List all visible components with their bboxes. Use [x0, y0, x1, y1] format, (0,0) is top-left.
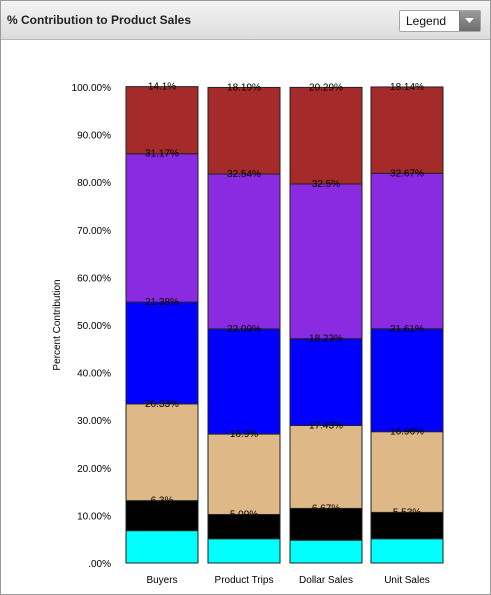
- data-label: 17.43%: [309, 420, 343, 431]
- legend-dropdown-value: Legend: [406, 14, 447, 28]
- data-label: 6.67%: [312, 503, 340, 514]
- y-tick-label: 30.00%: [77, 416, 111, 427]
- data-label: 32.54%: [227, 169, 261, 180]
- y-tick-label: 50.00%: [77, 321, 111, 332]
- bar-segment: [289, 338, 363, 426]
- y-tick-label: 20.00%: [77, 464, 111, 475]
- data-label: 32.5%: [312, 179, 340, 190]
- data-label: 5.53%: [393, 507, 421, 518]
- panel-title: % Contribution to Product Sales: [7, 13, 192, 27]
- panel-header: % Contribution to Product Sales Legend: [1, 1, 490, 40]
- bar-segment: [207, 513, 281, 540]
- bar-segment: [370, 431, 444, 513]
- bar-segment: [289, 507, 363, 541]
- bar-segment: [125, 403, 199, 502]
- y-tick-label: 80.00%: [77, 178, 111, 189]
- data-label: 18.14%: [390, 82, 424, 93]
- bar-segment: [125, 153, 199, 303]
- legend-dropdown[interactable]: Legend: [399, 10, 481, 32]
- y-tick-label: 90.00%: [77, 131, 111, 142]
- y-tick-label: 40.00%: [77, 369, 111, 380]
- bar-segment: [207, 538, 281, 564]
- data-label: 31.17%: [145, 149, 179, 160]
- data-label: 21.38%: [145, 297, 179, 308]
- bar-segment: [207, 328, 281, 435]
- bar-segment: [125, 86, 199, 155]
- bar-segment: [370, 511, 444, 540]
- y-tick-label: 100.00%: [72, 83, 112, 94]
- data-label: 14.1%: [148, 82, 176, 93]
- bar-segment: [289, 183, 363, 340]
- bar-segment: [207, 173, 281, 330]
- data-label: 18.23%: [309, 334, 343, 345]
- y-tick-label: .00%: [88, 559, 111, 570]
- bar-segment: [370, 328, 444, 433]
- x-tick-label: Buyers: [146, 575, 177, 586]
- data-label: 16.9%: [230, 429, 258, 440]
- y-axis-label: Percent Contribution: [52, 279, 63, 370]
- data-label: 18.19%: [227, 82, 261, 93]
- data-label: 20.29%: [309, 82, 343, 93]
- y-tick-label: 10.00%: [77, 511, 111, 522]
- bar-segment: [370, 86, 444, 174]
- bar-segment: [207, 433, 281, 515]
- x-tick-label: Unit Sales: [384, 575, 430, 586]
- data-label: 20.33%: [145, 399, 179, 410]
- bar-segment: [207, 86, 281, 175]
- y-tick-label: 60.00%: [77, 273, 111, 284]
- bar-segment: [289, 86, 363, 185]
- y-tick-label: 70.00%: [77, 226, 111, 237]
- x-tick-label: Product Trips: [215, 575, 274, 586]
- data-label: 32.67%: [390, 168, 424, 179]
- bar-segment: [370, 172, 444, 330]
- data-label: 5.09%: [230, 509, 258, 520]
- bar-segment: [125, 301, 199, 405]
- data-label: 21.61%: [390, 324, 424, 335]
- bar-segment: [289, 539, 363, 564]
- data-label: 16.96%: [390, 427, 424, 438]
- legend-dropdown-button[interactable]: [459, 11, 480, 31]
- bar-segment: [370, 538, 444, 564]
- data-label: 6.3%: [151, 496, 174, 507]
- bar-segment: [289, 424, 363, 509]
- data-label: 22.09%: [227, 324, 261, 335]
- bar-segment: [125, 530, 199, 564]
- x-tick-label: Dollar Sales: [299, 575, 353, 586]
- chevron-down-icon: [465, 18, 474, 23]
